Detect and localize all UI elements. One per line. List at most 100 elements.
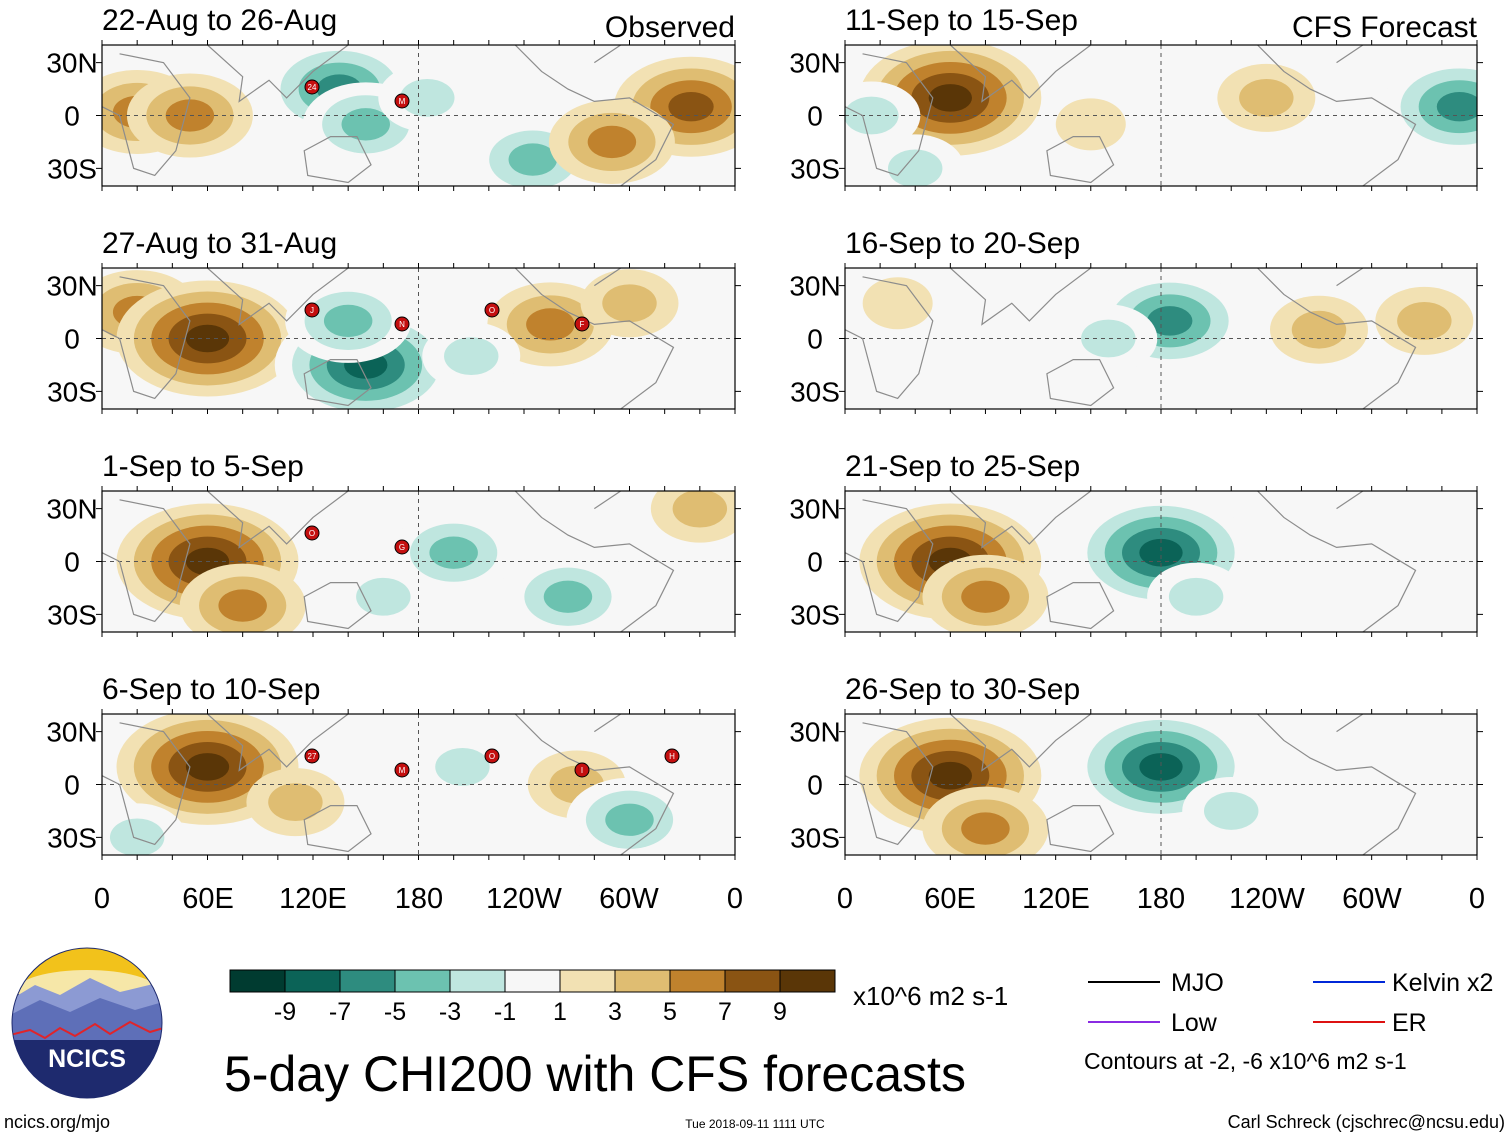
anomaly-blob xyxy=(323,304,373,338)
anomaly-blob xyxy=(435,747,490,786)
storm-label: 27 xyxy=(308,752,317,761)
footer-timestamp: Tue 2018-09-11 1111 UTC xyxy=(685,1117,825,1131)
y-tick-label: 0 xyxy=(64,324,80,355)
y-tick-label: 30N xyxy=(46,717,97,748)
coastline xyxy=(1257,714,1417,855)
storm-label: N xyxy=(399,320,405,329)
anomaly-blob xyxy=(587,125,637,159)
colorbar-swatch xyxy=(449,969,506,993)
storm-marker xyxy=(574,762,590,778)
x-tick: 60E xyxy=(924,883,976,915)
colorbar-label: -3 xyxy=(439,998,461,1026)
x-tick: 0 xyxy=(1469,883,1485,915)
panel-label: 1-Sep to 5-Sep xyxy=(102,450,304,483)
panel-label: 27-Aug to 31-Aug xyxy=(102,227,337,260)
anomaly-blob xyxy=(444,337,499,376)
coastline xyxy=(949,45,1092,103)
coastline xyxy=(514,491,675,632)
storm-marker xyxy=(304,302,320,318)
storm-label: M xyxy=(399,766,406,775)
storm-marker xyxy=(304,748,320,764)
y-tick-label: 30S xyxy=(790,822,840,853)
colorbar-label: 9 xyxy=(773,998,787,1026)
storm-marker xyxy=(484,302,500,318)
panel-label: 11-Sep to 15-Sep xyxy=(845,4,1078,37)
coastline xyxy=(303,582,372,630)
x-tick: 120W xyxy=(1229,883,1305,915)
colorbar-label: 7 xyxy=(718,998,732,1026)
storm-label: H xyxy=(669,752,675,761)
storm-label: G xyxy=(399,543,405,552)
colorbar: -9 -7 -5 -3 -1 1 3 5 7 9 xyxy=(229,969,836,1026)
y-tick-label: 30N xyxy=(46,494,97,525)
y-tick-label: 30S xyxy=(790,376,840,407)
colorbar-swatch xyxy=(614,969,671,993)
coastline xyxy=(207,45,349,103)
anomaly-blob xyxy=(888,149,943,186)
coastline xyxy=(1046,582,1115,630)
storm-marker xyxy=(304,79,320,95)
y-tick-label: 0 xyxy=(807,101,823,132)
x-tick: 180 xyxy=(395,883,443,915)
anomaly-blob xyxy=(862,277,933,330)
coastline xyxy=(514,268,675,409)
legend-note: Contours at -2, -6 x10^6 m2 s-1 xyxy=(1084,1048,1407,1074)
panel: 30N 0 30S 21-Sep to 25-Sep xyxy=(789,450,1483,637)
colorbar-swatch xyxy=(284,969,341,993)
x-tick: 120E xyxy=(279,883,347,915)
panel-label: 16-Sep to 20-Sep xyxy=(845,227,1080,260)
panel-label: 22-Aug to 26-Aug xyxy=(102,4,337,37)
panel: 30N 0 30S 27-Aug to 31-Aug J N O F xyxy=(46,227,741,414)
y-tick-label: 30N xyxy=(46,271,97,302)
colorbar-label: -7 xyxy=(329,998,351,1026)
logo-text: NCICS xyxy=(48,1045,126,1073)
ncics-logo: NCICS xyxy=(11,947,163,1099)
anomaly-blob xyxy=(1139,753,1183,781)
colorbar-label: 1 xyxy=(553,998,567,1026)
coastline xyxy=(1257,268,1417,409)
y-tick-label: 30S xyxy=(47,822,97,853)
coastline xyxy=(1257,45,1417,186)
coastline xyxy=(207,268,349,326)
y-tick-label: 30N xyxy=(789,271,840,302)
anomaly-blob xyxy=(356,577,411,616)
coastline xyxy=(845,499,934,623)
storm-marker xyxy=(394,316,410,332)
x-tick: 60W xyxy=(1342,883,1402,915)
y-tick-label: 0 xyxy=(64,101,80,132)
coastline xyxy=(1336,45,1364,64)
coastline xyxy=(1046,805,1115,853)
coastline xyxy=(207,491,349,549)
coastline xyxy=(102,53,191,177)
legend: MJO Kelvin x2 Low ER Contours at -2, -6 … xyxy=(1084,969,1493,1074)
coastline xyxy=(845,276,934,400)
colorbar-label: 3 xyxy=(608,998,622,1026)
anomaly-blob xyxy=(543,580,593,613)
storm-marker xyxy=(664,748,680,764)
coastline xyxy=(102,722,191,846)
colorbar-swatch xyxy=(669,969,726,993)
panel: 30N 0 30S 22-Aug to 26-Aug 24 M xyxy=(46,4,741,191)
colorbar-label: -5 xyxy=(384,998,406,1026)
x-tick: 0 xyxy=(727,883,743,915)
anomaly-blob xyxy=(605,803,654,836)
coastline xyxy=(102,499,191,623)
anomaly-blob xyxy=(961,580,1010,613)
colorbar-label: 5 xyxy=(663,998,677,1026)
anomaly-blob xyxy=(508,143,558,176)
coastline xyxy=(593,45,622,64)
y-tick-label: 0 xyxy=(807,324,823,355)
panel: 30N 0 30S 1-Sep to 5-Sep O G xyxy=(46,450,741,637)
anomaly-blob xyxy=(1204,792,1259,830)
coastline xyxy=(1336,491,1364,510)
coastline xyxy=(949,268,1092,326)
legend-label-mjo: MJO xyxy=(1171,969,1224,997)
y-tick-label: 30S xyxy=(47,376,97,407)
coastline xyxy=(102,276,191,400)
anomaly-blob xyxy=(429,536,478,569)
coastline xyxy=(207,714,349,772)
anomaly-blob xyxy=(268,783,323,822)
storm-label: O xyxy=(489,752,495,761)
storm-label: J xyxy=(310,306,314,315)
